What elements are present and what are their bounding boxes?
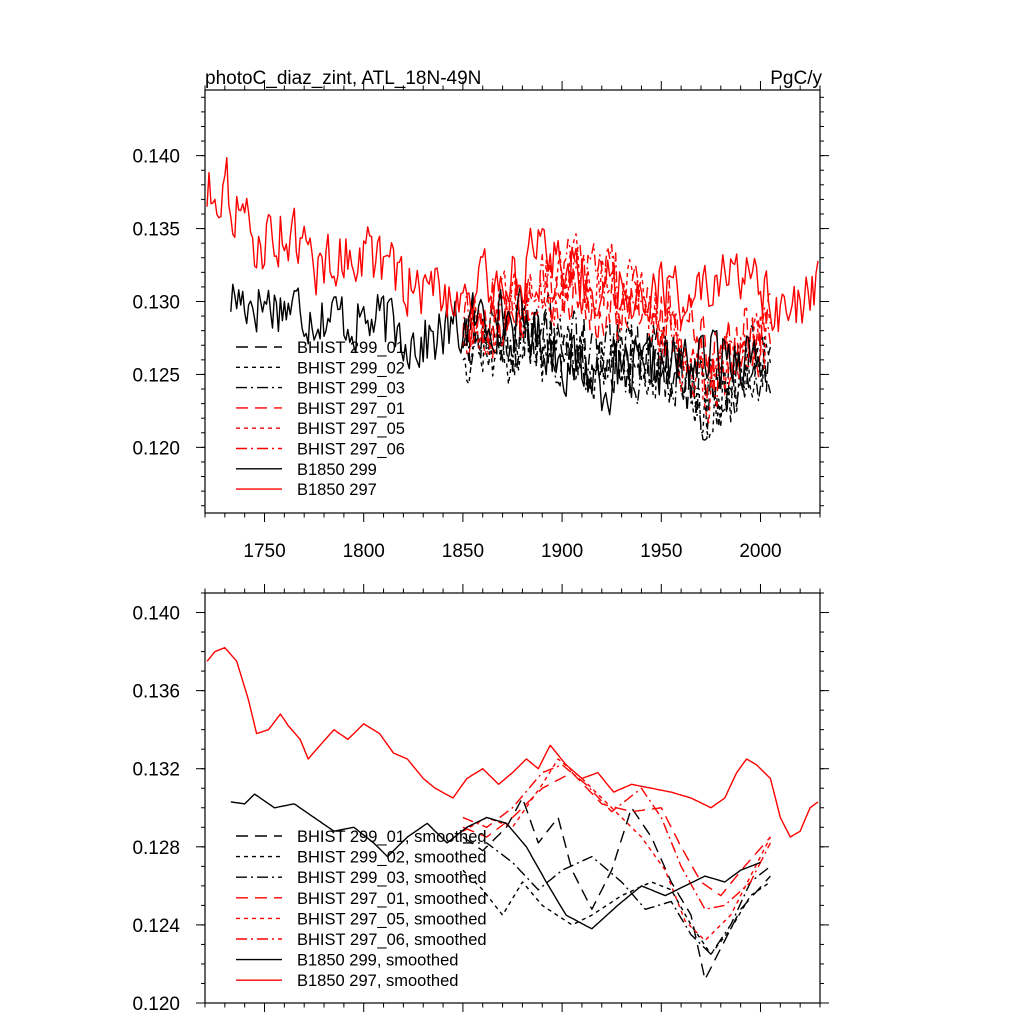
- legend-label: BHIST 299_01: [297, 339, 405, 357]
- legend-label: BHIST 297_01, smoothed: [297, 890, 487, 908]
- x-tick-label: 1950: [640, 541, 682, 562]
- series-line-4: [462, 771, 771, 897]
- x-tick-label: 2000: [739, 541, 781, 562]
- y-tick-label: 0.130: [132, 293, 180, 314]
- legend-label: B1850 297, smoothed: [297, 972, 458, 990]
- series-line-7: [230, 283, 762, 416]
- series-line-8: [206, 156, 819, 333]
- y-tick-label: 0.135: [132, 220, 180, 241]
- y-tick-label: 0.124: [132, 916, 180, 937]
- y-tick-label: 0.140: [132, 604, 180, 625]
- legend-label: BHIST 297_05: [297, 420, 405, 438]
- legend-label: B1850 299, smoothed: [297, 952, 458, 970]
- units-label: PgC/y: [770, 68, 822, 89]
- series-line-6: [462, 238, 772, 408]
- y-tick-label: 0.120: [132, 994, 180, 1015]
- series-line-5: [462, 758, 772, 942]
- legend-label: BHIST 299_02, smoothed: [297, 849, 487, 867]
- series-line-2: [462, 869, 771, 955]
- y-tick-label: 0.128: [132, 838, 180, 859]
- chart-title: photoC_diaz_zint, ATL_18N-49N: [205, 68, 481, 89]
- legend-label: BHIST 297_06: [297, 441, 405, 459]
- legend-label: BHIST 299_01, smoothed: [297, 828, 487, 846]
- y-tick-label: 0.140: [132, 147, 180, 168]
- x-tick-label: 1750: [243, 541, 285, 562]
- series-line-1: [462, 797, 771, 981]
- series-line-7: [230, 793, 761, 930]
- x-tick-label: 1900: [541, 541, 583, 562]
- y-tick-label: 0.125: [132, 365, 180, 386]
- x-tick-label: 1850: [442, 541, 484, 562]
- legend-label: BHIST 299_02: [297, 359, 405, 377]
- legend-label: B1850 299: [297, 461, 377, 479]
- top-panel: photoC_diaz_zint, ATL_18N-49N PgC/y 1750…: [132, 68, 829, 562]
- series-line-3: [462, 297, 772, 426]
- series-line-6: [462, 764, 772, 910]
- legend-label: B1850 297: [297, 481, 377, 499]
- legend-label: BHIST 299_03, smoothed: [297, 869, 487, 887]
- series-line-3: [462, 842, 771, 955]
- y-tick-label: 0.136: [132, 682, 180, 703]
- plot-frame: [204, 592, 821, 1004]
- y-tick-label: 0.132: [132, 760, 180, 781]
- legend-label: BHIST 299_03: [297, 380, 405, 398]
- legend-label: BHIST 297_01: [297, 400, 405, 418]
- y-tick-label: 0.120: [132, 438, 180, 459]
- series-line-8: [206, 647, 819, 838]
- legend-label: BHIST 297_06, smoothed: [297, 931, 487, 949]
- legend-label: BHIST 297_05, smoothed: [297, 910, 487, 928]
- bottom-panel: 0.120 0.124 0.128 0.132 0.136 0.140 BHIST 299…: [132, 584, 829, 1015]
- series-line-2: [462, 311, 772, 439]
- x-tick-label: 1800: [343, 541, 385, 562]
